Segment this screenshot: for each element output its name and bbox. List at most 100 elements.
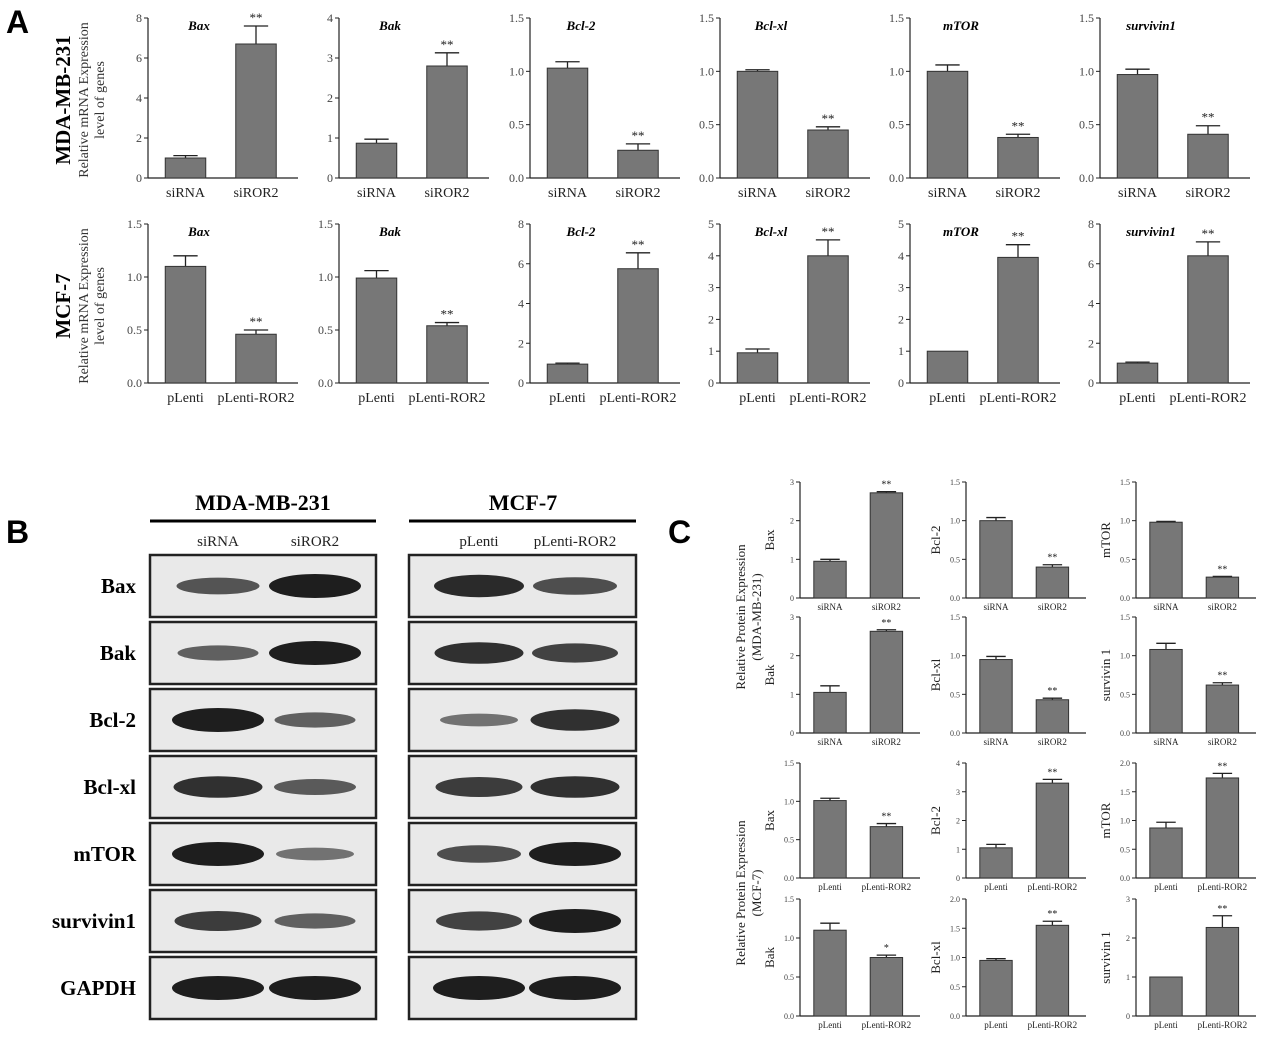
panel-a-charts: 0 2 4 6 8 siRNA ** siROR2 Bax 0 1 2 3 4 siRNA ** siROR2 B…	[127, 10, 1250, 406]
category-label: siROR2	[424, 186, 469, 201]
bar-control	[164, 157, 207, 179]
protein-band	[269, 641, 361, 665]
bar-control	[164, 265, 207, 384]
protein-band	[433, 976, 525, 1000]
chart-a8: 0.0 0.5 1.0 1.5 pLenti ** pLenti-ROR2 Bak	[318, 217, 489, 406]
y-tick-label: 1.0	[1120, 517, 1130, 526]
y-tick-label: 0.0	[950, 1012, 960, 1021]
chart-title: Bcl-2	[566, 224, 596, 239]
category-label: siROR2	[872, 737, 901, 747]
chart-title: Bax	[187, 18, 210, 33]
chart-a3: 0.0 0.5 1.0 1.5 siRNA ** siROR2 Bcl-2	[509, 11, 680, 201]
protein-band	[437, 845, 521, 863]
chart-a6: 0.0 0.5 1.0 1.5 siRNA ** siROR2 survivin1	[1079, 11, 1250, 201]
chart-title: Bak	[378, 224, 401, 239]
y-tick-label: 0.0	[950, 594, 960, 603]
bar-control	[736, 352, 779, 384]
significance-marker: **	[881, 480, 891, 491]
y-tick-label: 1.0	[889, 64, 904, 78]
bar-control	[979, 959, 1013, 1017]
y-tick-label: 1	[1126, 973, 1130, 982]
category-label: pLenti	[549, 391, 586, 406]
chart-title: Bak	[378, 18, 401, 33]
protein-band	[440, 713, 518, 727]
category-label: pLenti-ROR2	[1028, 1020, 1078, 1030]
y-tick-label: 5	[898, 217, 904, 231]
protein-band	[274, 712, 356, 728]
category-label: siROR2	[1038, 737, 1067, 747]
protein-band	[269, 976, 361, 1000]
y-tick-label: 0	[898, 376, 904, 390]
blot-lane-label: pLenti-ROR2	[534, 534, 617, 550]
protein-band	[434, 642, 524, 664]
y-tick-label: 0	[136, 171, 142, 185]
significance-marker: **	[1047, 909, 1057, 920]
category-label: pLenti-ROR2	[600, 391, 677, 406]
y-tick-label: 0.5	[1120, 845, 1130, 854]
blot-strip	[407, 888, 638, 954]
significance-marker: **	[822, 224, 835, 239]
y-tick-label: 0.5	[950, 555, 960, 564]
bar-control	[546, 67, 589, 179]
y-tick-label: 4	[956, 759, 960, 768]
significance-marker: **	[1217, 671, 1227, 682]
bar-treatment	[1035, 566, 1070, 599]
bar-control	[979, 847, 1013, 879]
bar-treatment	[807, 129, 849, 179]
y-tick-label: 0.0	[1120, 729, 1130, 738]
category-label: siRNA	[983, 602, 1009, 612]
y-tick-label: 0.0	[127, 376, 142, 390]
significance-marker: **	[822, 111, 835, 126]
y-tick-label: 0.0	[318, 376, 333, 390]
group-label-line2: (MDA-MB-231)	[749, 573, 764, 660]
protein-band	[434, 574, 524, 598]
blot-strip	[148, 620, 378, 686]
bar-control	[1116, 74, 1159, 179]
chart-title: Bax	[187, 224, 210, 239]
y-tick-label: 2	[790, 652, 794, 661]
chart-title: Bcl-2	[566, 18, 596, 33]
blot-strip	[148, 553, 378, 619]
category-label: siRNA	[817, 602, 843, 612]
panel-c-group-label-mcf: Relative Protein Expression (MCF-7)	[733, 820, 764, 966]
category-label: pLenti-ROR2	[862, 1020, 912, 1030]
blot-strip	[407, 955, 638, 1021]
category-label: pLenti	[818, 1020, 842, 1030]
bar-control	[355, 142, 398, 179]
y-tick-label: 0.0	[699, 171, 714, 185]
category-label: pLenti	[818, 882, 842, 892]
significance-marker: **	[1012, 118, 1025, 133]
y-tick-label: 1	[708, 344, 714, 358]
category-label: siROR2	[1038, 602, 1067, 612]
bar-control	[1149, 521, 1183, 599]
y-tick-label: 2	[518, 336, 524, 350]
significance-marker: **	[1202, 110, 1215, 125]
protein-band	[529, 909, 621, 933]
y-tick-label: 0.5	[1120, 690, 1130, 699]
bar-control	[1116, 362, 1159, 384]
category-label: siROR2	[1208, 602, 1237, 612]
bar-treatment	[1035, 699, 1070, 734]
category-label: siRNA	[1153, 602, 1179, 612]
panel-b-western-blot: MDA-MB-231 MCF-7 siRNA siROR2 pLenti pLe…	[52, 490, 638, 1021]
category-label: siRNA	[548, 186, 588, 201]
protein-band	[172, 976, 264, 1000]
y-tick-label: 4	[1088, 297, 1094, 311]
blot-group-title-mcf: MCF-7	[489, 490, 557, 515]
bar-control	[1149, 648, 1183, 734]
chart-a1: 0 2 4 6 8 siRNA ** siROR2 Bax	[136, 10, 298, 201]
significance-marker: **	[1217, 564, 1227, 575]
category-label: pLenti-ROR2	[1198, 882, 1248, 892]
y-tick-label: 2	[136, 131, 142, 145]
y-tick-label: 0	[708, 376, 714, 390]
bar-control	[1149, 976, 1183, 1017]
protein-band	[274, 913, 356, 929]
chart-a7: 0.0 0.5 1.0 1.5 pLenti ** pLenti-ROR2 Bax	[127, 217, 298, 406]
protein-band	[529, 842, 621, 866]
y-tick-label: 1.0	[318, 270, 333, 284]
category-label: siROR2	[805, 186, 850, 201]
y-tick-label: 2	[1126, 934, 1130, 943]
y-tick-label: 0.0	[950, 729, 960, 738]
category-label: pLenti	[984, 1020, 1008, 1030]
